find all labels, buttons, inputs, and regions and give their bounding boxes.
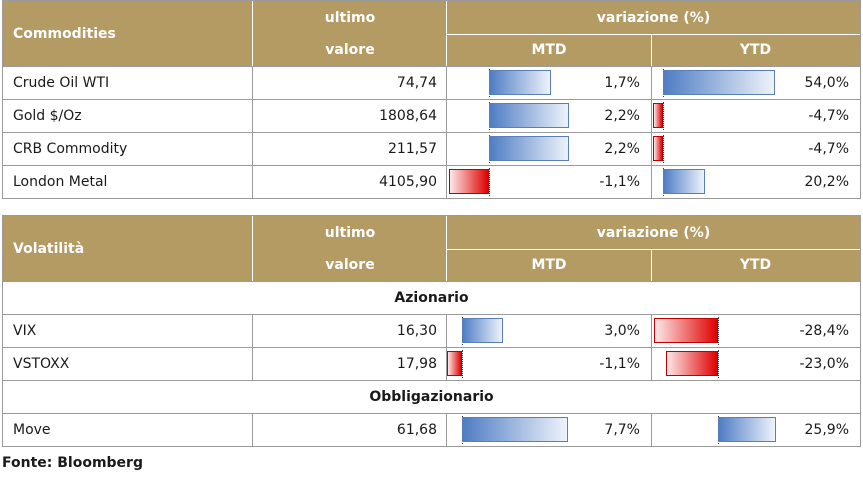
ytd-header: YTD — [739, 257, 772, 273]
section-azionario: Azionario — [3, 281, 860, 314]
commodities-table: Commodities ultimo valore variazione (%)… — [2, 0, 861, 199]
row-name: Gold $/Oz — [13, 108, 82, 124]
table-row: Crude Oil WTI 74,74 1,7% 54,0% — [3, 66, 860, 99]
ytd-value: 25,9% — [804, 422, 849, 438]
ytd-bar-axis — [718, 350, 719, 378]
table-row: London Metal 4105,90 -1,1% 20,2% — [3, 165, 860, 198]
volatility-header: Volatilità ultimo valore variazione (%) … — [3, 216, 860, 281]
ytd-bar — [663, 169, 705, 194]
mtd-bar — [489, 70, 551, 95]
commodities-title: Commodities — [13, 25, 116, 42]
variazione-label: variazione (%) — [596, 224, 711, 241]
ytd-value: -4,7% — [808, 141, 849, 157]
mtd-bar-axis — [489, 168, 490, 196]
volatility-title: Volatilità — [13, 240, 85, 257]
ytd-value: 54,0% — [804, 75, 849, 91]
mtd-bar — [489, 103, 570, 128]
table-row: Move 61,68 7,7% 25,9% — [3, 413, 860, 446]
ytd-bar-axis — [663, 102, 664, 130]
ytd-bar — [663, 70, 775, 95]
mtd-bar-axis — [462, 350, 463, 378]
mtd-value: 2,2% — [604, 141, 640, 157]
mtd-value: 1,7% — [604, 75, 640, 91]
mtd-value: 3,0% — [604, 323, 640, 339]
mtd-bar — [489, 136, 570, 161]
ytd-bar — [653, 103, 663, 128]
row-name: London Metal — [13, 174, 108, 190]
row-name: Move — [13, 422, 51, 438]
mtd-value: -1,1% — [599, 174, 640, 190]
mtd-value: 2,2% — [604, 108, 640, 124]
ytd-bar — [666, 351, 718, 376]
row-value: 61,68 — [396, 422, 437, 438]
mtd-bar — [448, 169, 489, 194]
mtd-bar — [446, 351, 462, 376]
ytd-value: -28,4% — [799, 323, 849, 339]
table-row: Gold $/Oz 1808,64 2,2% -4,7% — [3, 99, 860, 132]
section-obbligazionario: Obbligazionario — [3, 380, 860, 413]
row-value: 1808,64 — [379, 108, 437, 124]
valore-label: valore — [325, 42, 375, 58]
valore-label: valore — [325, 257, 375, 273]
row-name: CRB Commodity — [13, 141, 128, 157]
ytd-value: -4,7% — [808, 108, 849, 124]
mtd-value: -1,1% — [599, 356, 640, 372]
commodities-header: Commodities ultimo valore variazione (%)… — [3, 1, 860, 66]
ultimo-label: ultimo — [324, 9, 376, 26]
row-value: 17,98 — [396, 356, 437, 372]
ytd-value: 20,2% — [804, 174, 849, 190]
mtd-value: 7,7% — [604, 422, 640, 438]
row-value: 211,57 — [388, 141, 437, 157]
mtd-header: MTD — [531, 42, 567, 58]
ytd-value: -23,0% — [799, 356, 849, 372]
variazione-label: variazione (%) — [596, 9, 711, 26]
table-row: VSTOXX 17,98 -1,1% -23,0% — [3, 347, 860, 380]
mtd-bar — [462, 318, 504, 343]
table-row: CRB Commodity 211,57 2,2% -4,7% — [3, 132, 860, 165]
table-row: VIX 16,30 3,0% -28,4% — [3, 314, 860, 347]
ytd-bar-axis — [718, 317, 719, 345]
ytd-header: YTD — [739, 42, 772, 58]
row-name: VSTOXX — [13, 356, 70, 372]
mtd-header: MTD — [531, 257, 567, 273]
source-note: Fonte: Bloomberg — [2, 455, 143, 471]
ultimo-label: ultimo — [324, 224, 376, 241]
row-value: 16,30 — [396, 323, 437, 339]
ytd-bar — [718, 417, 777, 442]
ytd-bar-axis — [663, 135, 664, 163]
row-value: 4105,90 — [379, 174, 437, 190]
volatility-table: Volatilità ultimo valore variazione (%) … — [2, 215, 861, 447]
ytd-bar — [654, 318, 718, 343]
row-name: Crude Oil WTI — [13, 75, 110, 91]
mtd-bar — [462, 417, 569, 442]
row-value: 74,74 — [396, 75, 437, 91]
ytd-bar — [653, 136, 663, 161]
row-name: VIX — [13, 323, 37, 339]
